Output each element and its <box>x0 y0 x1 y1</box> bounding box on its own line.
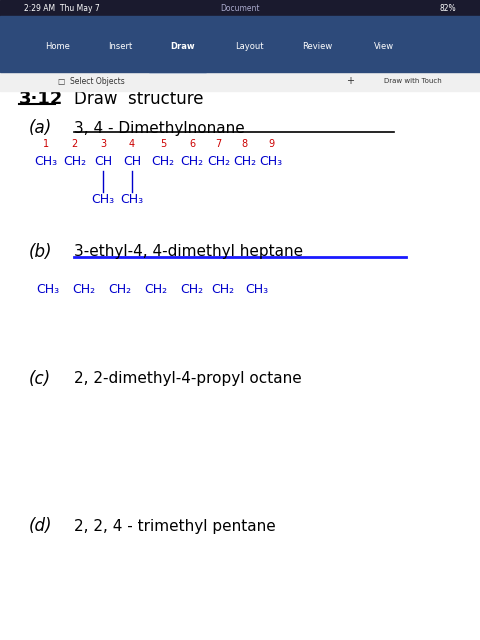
Text: 82%: 82% <box>439 3 456 13</box>
Text: Layout: Layout <box>235 42 264 51</box>
Text: 4: 4 <box>129 139 135 149</box>
Text: CH: CH <box>123 155 141 168</box>
Text: 8: 8 <box>242 139 248 149</box>
Text: CH₂: CH₂ <box>108 283 132 296</box>
Text: CH₂: CH₂ <box>180 155 204 168</box>
Text: 7: 7 <box>215 139 222 149</box>
Text: CH₂: CH₂ <box>212 283 235 296</box>
Text: CH₃: CH₃ <box>120 193 144 206</box>
Text: CH₃: CH₃ <box>92 193 115 206</box>
Text: (a): (a) <box>29 119 52 137</box>
Text: (d): (d) <box>29 517 52 535</box>
Text: 3, 4 - Dimethylnonane: 3, 4 - Dimethylnonane <box>74 120 245 136</box>
Text: CH₃: CH₃ <box>36 283 60 296</box>
Text: CH₂: CH₂ <box>152 155 175 168</box>
Text: Review: Review <box>301 42 332 51</box>
Text: 2, 2, 4 - trimethyl pentane: 2, 2, 4 - trimethyl pentane <box>74 518 276 534</box>
Text: Draw  structure: Draw structure <box>74 90 204 108</box>
Text: CH₃: CH₃ <box>34 155 57 168</box>
Text: CH: CH <box>94 155 112 168</box>
Text: Home: Home <box>45 42 70 51</box>
Text: 9: 9 <box>268 139 274 149</box>
Text: 6: 6 <box>189 139 195 149</box>
Text: 5: 5 <box>160 139 167 149</box>
Bar <box>0 0 480 16</box>
Text: View: View <box>374 42 394 51</box>
Text: 2, 2-dimethyl-4-propyl octane: 2, 2-dimethyl-4-propyl octane <box>74 371 302 387</box>
Text: CH₂: CH₂ <box>144 283 168 296</box>
Text: Document: Document <box>220 3 260 13</box>
Text: 3-ethyl-4, 4-dimethyl heptane: 3-ethyl-4, 4-dimethyl heptane <box>74 244 303 259</box>
Text: CH₂: CH₂ <box>63 155 86 168</box>
Text: □  Select Objects: □ Select Objects <box>58 77 124 86</box>
Text: CH₂: CH₂ <box>207 155 230 168</box>
Text: 1: 1 <box>43 139 48 149</box>
Text: +: + <box>346 76 354 86</box>
Text: Draw: Draw <box>170 42 195 51</box>
Text: CH₂: CH₂ <box>233 155 256 168</box>
Text: 2: 2 <box>71 139 78 149</box>
Text: 3: 3 <box>100 139 106 149</box>
Bar <box>0 72 480 91</box>
Text: (b): (b) <box>29 243 52 260</box>
Text: Insert: Insert <box>108 42 132 51</box>
Bar <box>149 16 206 72</box>
Text: 3·12: 3·12 <box>19 90 63 108</box>
Text: (c): (c) <box>29 370 51 388</box>
Text: CH₂: CH₂ <box>72 283 96 296</box>
Text: CH₃: CH₃ <box>245 283 268 296</box>
Text: CH₃: CH₃ <box>260 155 283 168</box>
Text: Draw with Touch: Draw with Touch <box>384 78 442 84</box>
Bar <box>0 16 480 72</box>
Text: CH₂: CH₂ <box>180 283 204 296</box>
Text: 2:29 AM  Thu May 7: 2:29 AM Thu May 7 <box>24 3 100 13</box>
